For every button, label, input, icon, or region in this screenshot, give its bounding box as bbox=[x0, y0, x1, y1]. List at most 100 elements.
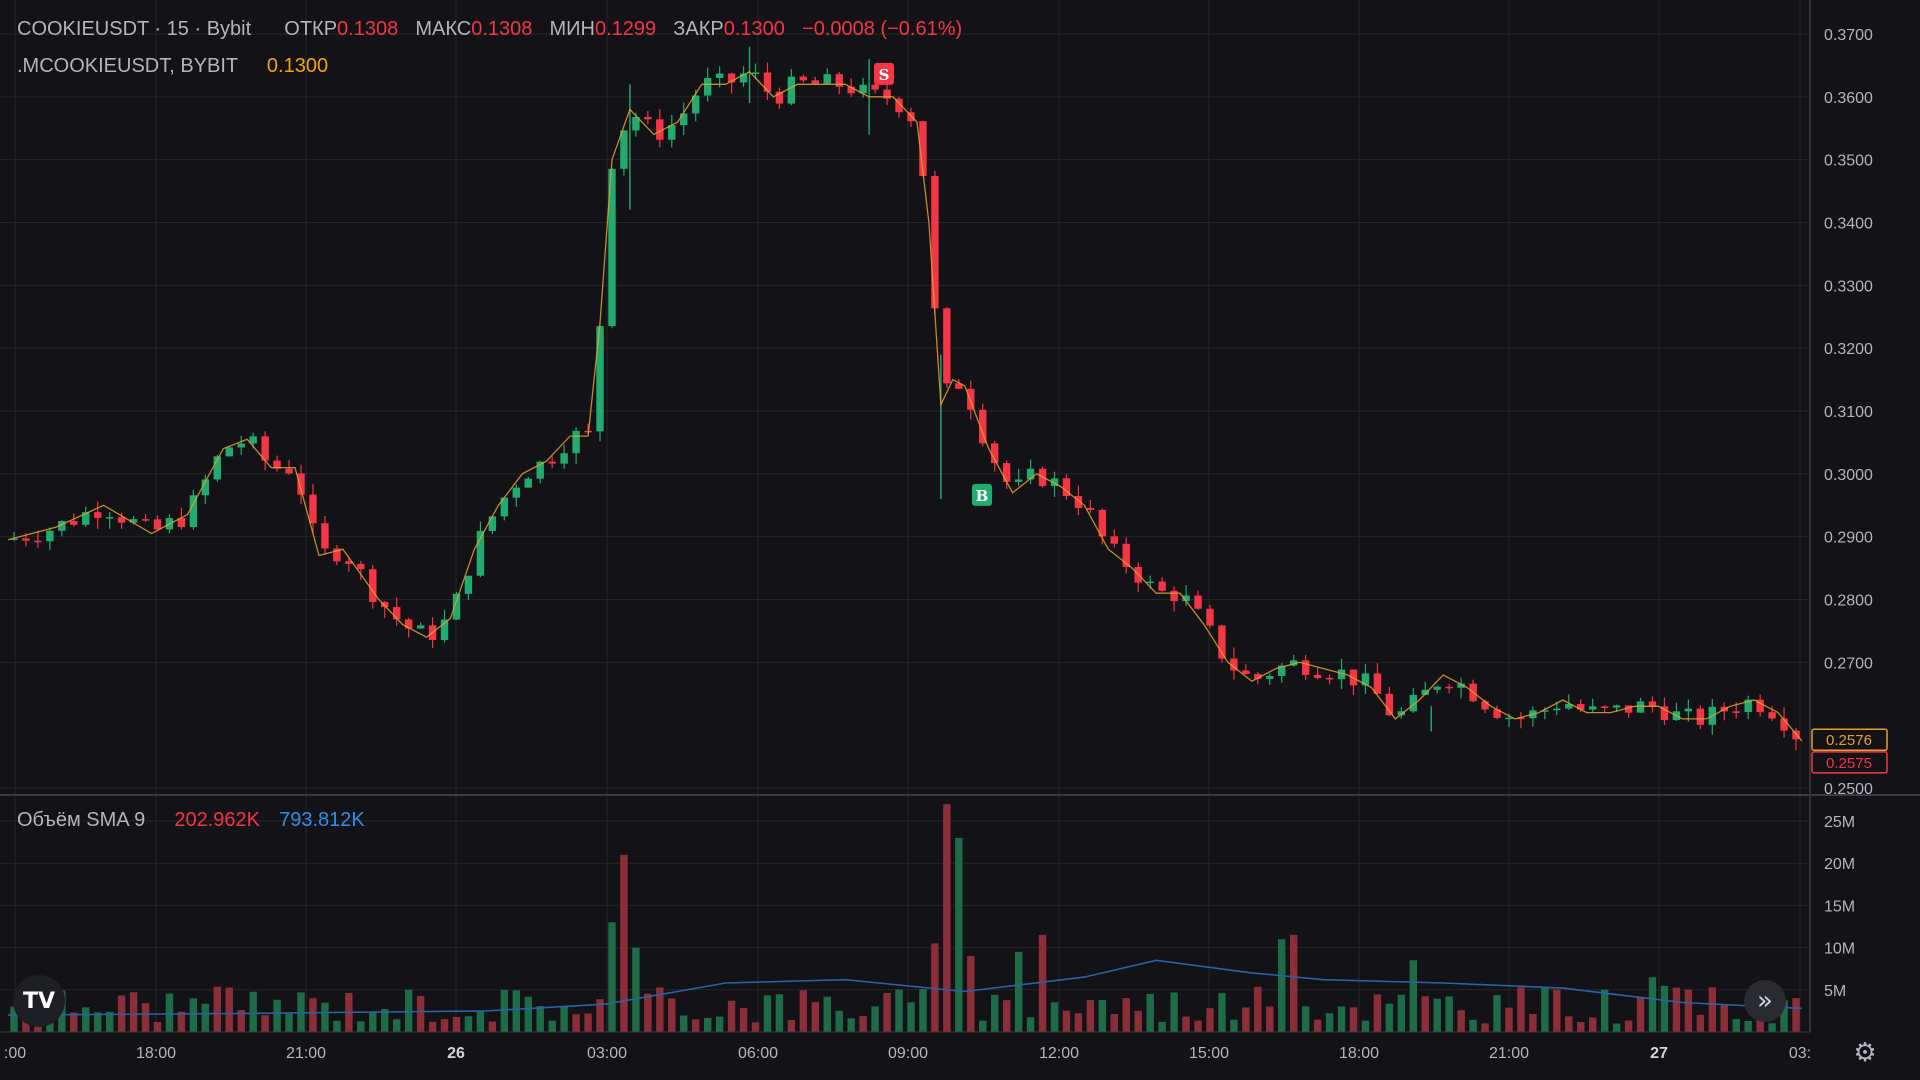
volume-bar bbox=[428, 1021, 437, 1032]
candle-up bbox=[691, 95, 700, 114]
candle-up bbox=[82, 512, 90, 525]
candle-down bbox=[93, 512, 102, 518]
candle-up bbox=[536, 461, 544, 479]
exchange: Bybit bbox=[206, 18, 252, 40]
candle-up bbox=[129, 519, 138, 523]
volume-bar bbox=[1098, 999, 1107, 1032]
volume-bar bbox=[608, 922, 616, 1032]
candle-down bbox=[1780, 718, 1788, 731]
price-tick-label: 0.2900 bbox=[1824, 530, 1873, 547]
high-value: 0.1308 bbox=[471, 18, 533, 40]
candle-down bbox=[333, 548, 341, 562]
symbol-legend: COOKIEUSDT · 15 · Bybit ОТКР0.1308 МАКС0… bbox=[17, 18, 962, 41]
time-tick-label: 21:00 bbox=[1489, 1045, 1529, 1062]
candle-down bbox=[141, 519, 150, 521]
candle-up bbox=[560, 453, 568, 464]
volume-bar bbox=[1373, 994, 1382, 1032]
candle-up bbox=[452, 593, 461, 620]
candle-down bbox=[1624, 705, 1633, 713]
candle-up bbox=[632, 117, 640, 131]
volume-bar bbox=[1014, 951, 1023, 1032]
candle-up bbox=[823, 74, 831, 84]
volume-bar bbox=[273, 999, 281, 1032]
volume-bar bbox=[632, 947, 640, 1032]
candle-up bbox=[1505, 717, 1513, 720]
price-tick-label: 0.3100 bbox=[1824, 404, 1873, 421]
candle-down bbox=[1385, 693, 1394, 716]
candle-down bbox=[1696, 708, 1705, 725]
volume-bar bbox=[560, 1006, 568, 1032]
candle-down bbox=[1756, 699, 1764, 713]
volume-bar bbox=[1469, 1019, 1477, 1032]
volume-bar bbox=[1577, 1022, 1585, 1032]
candle-down bbox=[404, 619, 413, 629]
sell-marker bbox=[874, 62, 894, 85]
candle-up bbox=[787, 76, 796, 104]
candle-down bbox=[1002, 463, 1011, 482]
sma-line-path bbox=[7, 959, 1803, 1016]
volume-tick-label: 25M bbox=[1824, 814, 1855, 831]
volume-bar bbox=[919, 989, 927, 1032]
candle-up bbox=[10, 538, 18, 540]
candle-down bbox=[1098, 509, 1107, 537]
candle-down bbox=[321, 523, 329, 549]
candle-down bbox=[871, 84, 879, 90]
candle-up bbox=[1684, 708, 1693, 712]
volume-bar bbox=[727, 1000, 736, 1032]
volume-bar bbox=[775, 994, 784, 1032]
sell-marker-label: S bbox=[879, 66, 890, 84]
volume-bar bbox=[1074, 1013, 1083, 1032]
volume-bar bbox=[1349, 1007, 1358, 1032]
candle-up bbox=[237, 443, 245, 448]
candle-down bbox=[1206, 608, 1214, 626]
volume-bar bbox=[799, 990, 808, 1032]
tradingview-logo-icon[interactable]: TV bbox=[13, 975, 65, 1027]
overlay-price-label: 0.2576 bbox=[1826, 732, 1872, 749]
volume-bar bbox=[1720, 1004, 1728, 1032]
separator-dot: · bbox=[154, 18, 167, 40]
volume-bar bbox=[620, 854, 628, 1032]
volume-bar bbox=[703, 1017, 712, 1032]
volume-bar bbox=[1409, 960, 1418, 1032]
volume-bar bbox=[249, 991, 257, 1032]
volume-bar bbox=[1732, 1018, 1740, 1032]
volume-bar bbox=[1242, 1007, 1250, 1032]
volume-bar bbox=[1038, 934, 1047, 1032]
volume-legend: Объём SMA 9 202.962K 793.812K bbox=[17, 809, 365, 832]
candle-down bbox=[1086, 508, 1095, 510]
volume-bar bbox=[751, 1022, 760, 1032]
candle-down bbox=[177, 518, 186, 528]
candle-up bbox=[1541, 710, 1549, 712]
volume-bar bbox=[333, 1020, 341, 1032]
overlay-symbol: .MCOOKIEUSDT, BYBIT bbox=[17, 55, 238, 77]
candle-down bbox=[763, 72, 772, 92]
candle-up bbox=[1337, 669, 1346, 680]
candle-up bbox=[715, 73, 724, 78]
volume-bar bbox=[309, 998, 317, 1032]
price-tick-label: 0.3300 bbox=[1824, 278, 1873, 295]
volume-bar bbox=[1433, 998, 1441, 1032]
candle-down bbox=[1122, 543, 1130, 567]
volume-bar bbox=[464, 1016, 473, 1032]
volume-bar bbox=[416, 995, 425, 1032]
candle-down bbox=[285, 468, 293, 474]
volume-bar bbox=[1050, 1002, 1059, 1032]
settings-button[interactable]: ⚙ bbox=[1850, 1038, 1880, 1068]
volume-bar bbox=[895, 989, 903, 1032]
volume-bar bbox=[321, 1002, 329, 1032]
volume-bar bbox=[1278, 939, 1286, 1032]
volume-bar bbox=[1002, 1000, 1011, 1032]
candle-up bbox=[608, 168, 616, 327]
time-tick-label: 03: bbox=[1789, 1045, 1811, 1062]
volume-bar bbox=[859, 1016, 867, 1032]
scroll-to-realtime-button[interactable]: » bbox=[1744, 980, 1786, 1022]
buy-marker-label: B bbox=[976, 487, 989, 505]
volume-tick-label: 5M bbox=[1824, 983, 1846, 1000]
volume-bar bbox=[1756, 1011, 1764, 1032]
time-tick-label: 06:00 bbox=[738, 1045, 778, 1062]
candle-down bbox=[919, 121, 927, 176]
candle-down bbox=[1230, 658, 1238, 671]
candle-down bbox=[799, 76, 808, 81]
